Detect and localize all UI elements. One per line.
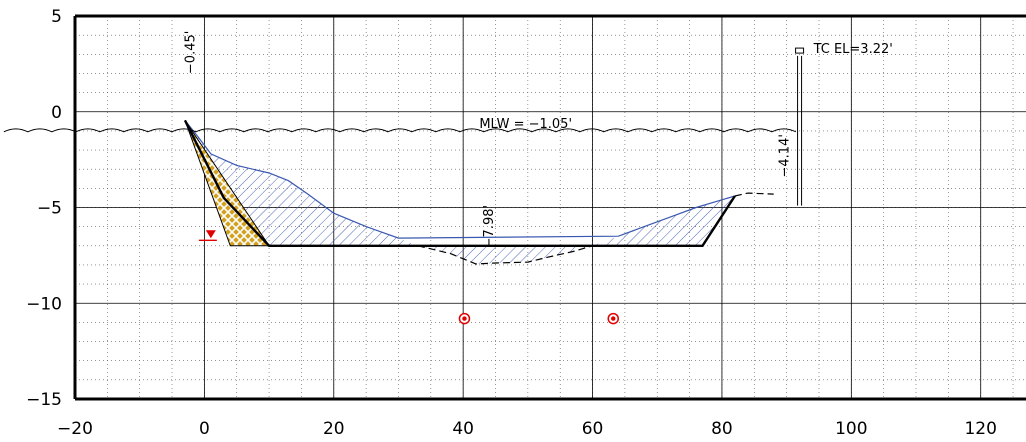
x-tick-label: 40 [452, 419, 474, 439]
section-lines [3, 47, 805, 265]
mlw-water-surface [3, 128, 797, 133]
elevation-label-left: −0.45' [184, 31, 199, 74]
y-tick-label: 0 [51, 103, 62, 123]
x-tick-label: 20 [323, 419, 345, 439]
survey-point-dot [611, 316, 616, 321]
proposed-section-line [183, 119, 736, 248]
elevation-label-right-group: −4.14' [778, 134, 793, 177]
survey-point-dot [462, 316, 467, 321]
cut-hatch-region [185, 120, 735, 265]
elevation-label-bottom: −7.98' [482, 205, 497, 248]
x-tick-label: 80 [711, 419, 733, 439]
annotations: MLW = −1.05' TC EL=3.22' −0.45' −4.14' −7.98… [184, 31, 893, 249]
cut-outline [184, 120, 736, 239]
plot-frame [73, 14, 1026, 401]
tick-labels: −20 0 20 40 60 80 100 120 −15 −10 −5 0 5 [26, 7, 997, 439]
elevation-label-bottom-group: −7.98' [482, 205, 497, 248]
y-tick-label: −15 [26, 390, 62, 410]
elevation-label-right: −4.14' [778, 134, 793, 177]
tc-wall-cap [795, 47, 805, 54]
tc-elevation-label: TC EL=3.22' [813, 42, 893, 57]
x-tick-label: −20 [57, 419, 93, 439]
existing-grade-dashed-right [734, 192, 774, 197]
y-tick-label: −10 [26, 294, 62, 314]
elevation-label-left-group: −0.45' [184, 31, 199, 74]
x-tick-label: 60 [582, 419, 604, 439]
red-triangle-marker [205, 230, 216, 239]
y-tick-label: 5 [51, 7, 62, 27]
mlw-label: MLW = −1.05' [479, 117, 572, 132]
existing-grade-dashed [417, 245, 593, 265]
fill-wedge [184, 120, 271, 247]
section-fills [184, 120, 736, 265]
x-tick-label: 120 [964, 419, 996, 439]
x-tick-label: 0 [199, 419, 210, 439]
y-tick-label: −5 [37, 199, 62, 219]
markers [198, 230, 620, 325]
x-tick-label: 100 [835, 419, 867, 439]
